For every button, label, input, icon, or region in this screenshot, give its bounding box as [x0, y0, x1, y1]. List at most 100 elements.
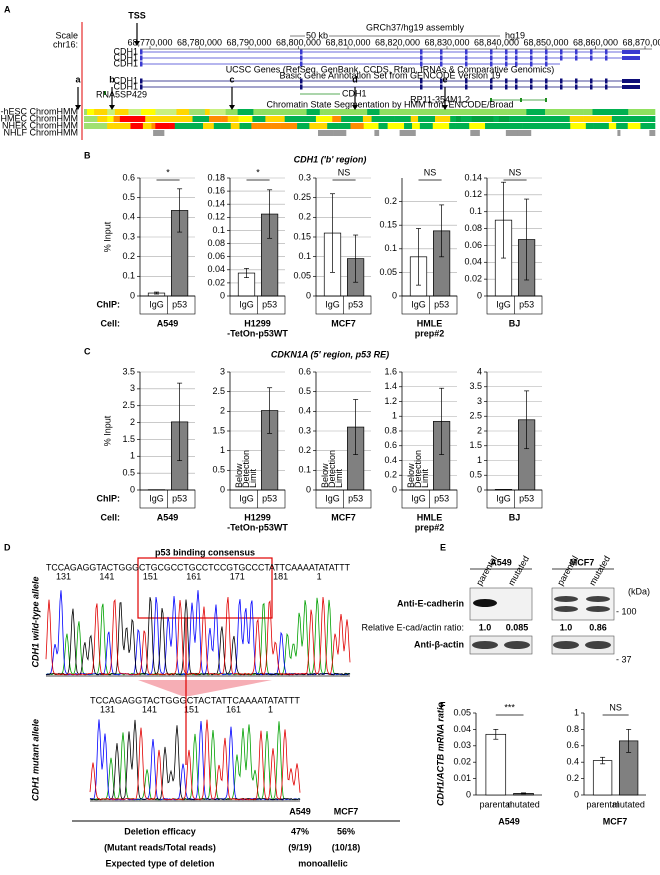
annotation: Detection [327, 450, 337, 488]
chromatin-state [190, 123, 197, 129]
y-tick-label: 0.05 [293, 271, 311, 281]
chromatin-state [276, 109, 282, 115]
site-label: d [352, 74, 358, 84]
y-tick-label: 0.08 [464, 223, 482, 233]
utr [622, 50, 640, 54]
chromatin-state [281, 109, 291, 115]
y-tick-label: 0 [466, 789, 471, 799]
chromatin-state [257, 123, 272, 129]
x-tick-label: IgG [411, 493, 426, 503]
chromatin-state [319, 109, 324, 115]
chromatin-state [84, 123, 90, 129]
chromatin-state [341, 116, 355, 122]
chromatin-state [640, 123, 647, 129]
chromatin-state [163, 109, 177, 115]
y-tick-label: 0.1 [469, 206, 482, 216]
y-tick-label: 3.5 [122, 366, 135, 376]
chromatin-state [468, 109, 479, 115]
annotation: Below [320, 463, 330, 488]
y-tick-label: 0.2 [384, 196, 397, 206]
exon [490, 61, 493, 67]
coordinate-label: 68,840,000 [474, 37, 519, 47]
chromatin-state [268, 116, 286, 122]
exon [605, 55, 608, 61]
y-tick-label: 0 [392, 290, 397, 300]
position-label: 131 [100, 704, 115, 714]
x-tick-label: p53 [262, 299, 277, 309]
chromatin-state [641, 109, 646, 115]
y-tick-label: 2 [130, 417, 135, 427]
trace [45, 590, 351, 676]
chromatin-state [628, 109, 643, 115]
exon [560, 84, 563, 90]
chromatin-state [419, 123, 434, 129]
y-tick-label: 0.2 [122, 251, 135, 261]
row-label: ChIP: [97, 299, 121, 309]
utr [622, 56, 640, 60]
exon [505, 55, 508, 61]
chromatin-state [221, 116, 229, 122]
exon [590, 84, 593, 90]
chromatin-state [507, 109, 520, 115]
y-tick-label: 0.18 [207, 172, 225, 182]
chromatin-state [627, 123, 641, 129]
arrow-head [229, 105, 235, 110]
chromatin-state [583, 116, 600, 122]
chromatin-state [135, 116, 146, 122]
chromatin-state [188, 130, 193, 136]
chromatin-state [617, 130, 621, 136]
x-tick-label: p53 [434, 493, 449, 503]
cell-label: BJ [509, 512, 521, 522]
table-header: MCF7 [334, 806, 359, 816]
exon [520, 98, 522, 102]
chromatin-state [196, 123, 204, 129]
exon [590, 55, 593, 61]
chromatin-state [559, 123, 571, 129]
cell-label: MCF7 [570, 557, 595, 567]
coordinate-label: 68,780,000 [177, 37, 222, 47]
chromatin-state [338, 123, 351, 129]
chromatin-state [612, 109, 629, 115]
chromatin-state [642, 116, 648, 122]
chromatin-state [107, 109, 116, 115]
coordinate-label: 68,790,000 [226, 37, 271, 47]
panel-letter: F [440, 700, 446, 710]
x-tick-label: parental [586, 799, 619, 809]
chromatin-state [230, 123, 240, 129]
chromatin-state [558, 130, 563, 136]
band [586, 596, 610, 602]
exon [575, 78, 578, 84]
chromatin-state [494, 109, 508, 115]
exon [420, 55, 423, 61]
y-axis-label: % Input [102, 221, 112, 252]
chromatin-state [651, 116, 656, 122]
significance-label: NS [609, 702, 622, 712]
annotation: Detection [241, 450, 251, 488]
x-tick-label: IgG [411, 299, 426, 309]
chromatin-state [374, 130, 380, 136]
marker-label: - 100 [616, 606, 637, 616]
exon [140, 84, 143, 90]
y-tick-label: 0.02 [464, 274, 482, 284]
chromatin-state [496, 123, 508, 129]
significance-label: NS [338, 167, 351, 177]
chromatin-state [441, 109, 457, 115]
chromatin-state [395, 130, 400, 136]
chromatin-state [242, 123, 252, 129]
exon [560, 78, 563, 84]
coordinate-label: 68,850,000 [523, 37, 568, 47]
tss-label: TSS [128, 10, 146, 20]
exon [465, 78, 468, 84]
chromatin-state [101, 130, 116, 136]
chromatin-state [332, 116, 342, 122]
gene-mark [104, 91, 106, 95]
exon [515, 55, 518, 61]
x-tick-label: mutated [507, 799, 540, 809]
x-tick-label: IgG [239, 299, 254, 309]
chromatin-state [414, 109, 427, 115]
chromatin-state [493, 116, 500, 122]
exon [440, 61, 443, 67]
y-tick-label: 0.6 [384, 440, 397, 450]
chromatin-state [544, 130, 559, 136]
